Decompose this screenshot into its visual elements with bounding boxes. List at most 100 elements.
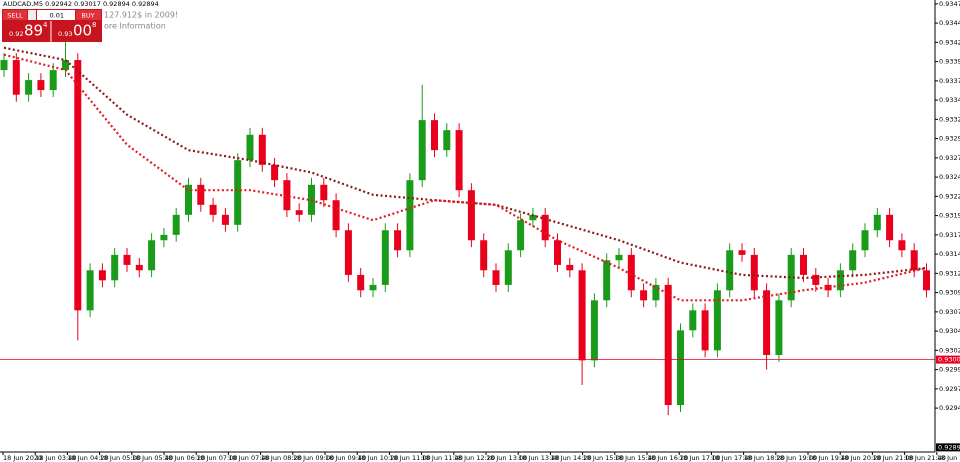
candle-body <box>504 250 512 285</box>
candle-body <box>160 234 168 241</box>
candle-body <box>320 184 328 201</box>
x-tick-label: 18 Jun 05:00 <box>100 454 141 462</box>
x-tick-label: 18 Jun 03:40 <box>35 454 76 462</box>
x-tick-label: 18 Jun 06:20 <box>164 454 205 462</box>
candle-body <box>738 250 746 255</box>
candle-body <box>431 120 438 151</box>
x-tick-label: 18 Jun 2020 <box>3 454 42 462</box>
x-tick-label: 18 Jun 17:40 <box>711 454 752 462</box>
x-tick-label: 18 Jun 15:00 <box>583 454 624 462</box>
candle-body <box>763 290 771 355</box>
candle-body <box>12 60 20 95</box>
plot-area <box>0 40 930 416</box>
candle-body <box>492 270 500 285</box>
candle-body <box>332 200 340 231</box>
candle-body <box>640 290 648 301</box>
sell-price-big: 0.92 <box>9 30 23 38</box>
candle-body <box>443 130 451 151</box>
candle-body <box>86 270 94 311</box>
y-tick-label: 0.93145 <box>939 250 960 258</box>
x-tick-label: 18 Jun 04:20 <box>67 454 108 462</box>
candle-body <box>627 254 635 291</box>
candle-body <box>172 214 180 235</box>
candle-body <box>517 220 525 251</box>
candle-body <box>849 250 857 271</box>
candle-body <box>861 230 869 251</box>
lot-spinner[interactable] <box>28 10 36 20</box>
candle-body <box>787 254 795 301</box>
y-tick-label: 0.93045 <box>939 327 960 335</box>
candle-body <box>381 230 389 285</box>
sell-price-sup: 4 <box>43 21 48 29</box>
candle-body <box>689 310 697 331</box>
candle-body <box>74 60 82 311</box>
candle-body <box>775 300 783 355</box>
candle-body <box>357 274 365 291</box>
buy-price-sup: 8 <box>92 21 96 29</box>
candle-body <box>873 214 881 231</box>
candle-body <box>418 120 426 181</box>
overlay-text: 127.912$ in 2009! <box>104 11 178 20</box>
candle-body <box>221 214 229 225</box>
x-tick-label: 18 Jun 07:40 <box>228 454 269 462</box>
candle-body <box>49 70 57 91</box>
buy-button[interactable] <box>76 10 101 20</box>
buy-price-main: 00 <box>73 22 92 40</box>
candle-body <box>615 254 623 261</box>
candle-body <box>480 240 488 271</box>
candle-body <box>0 60 8 71</box>
candle-body <box>529 214 537 221</box>
buy-label: BUY <box>81 12 94 20</box>
overlay-text: ore Information <box>104 22 166 31</box>
candle-body <box>750 254 758 291</box>
y-tick-label: 0.92995 <box>939 366 960 374</box>
x-tick-label: 18 Jun 21:00 <box>872 454 913 462</box>
moving-average <box>3 46 927 280</box>
candle-body <box>98 270 106 281</box>
x-tick-label: 18 Jun 11:40 <box>422 454 463 462</box>
candle-body <box>652 284 660 301</box>
candle-body <box>541 214 549 241</box>
candle-body <box>111 254 119 281</box>
x-tick-label: 18 Jun 07:00 <box>196 454 237 462</box>
y-tick-label: 0.93245 <box>939 173 960 181</box>
candle-body <box>566 264 574 271</box>
candle-body <box>886 214 894 241</box>
sell-price-main: 89 <box>24 22 43 40</box>
candle-body <box>554 240 561 265</box>
candle-body <box>394 230 402 251</box>
buy-price-big: 0.93 <box>58 30 72 38</box>
x-tick-label: 18 Jun 14:20 <box>550 454 591 462</box>
sell-label: SELL <box>7 12 23 20</box>
candle-body <box>910 250 918 271</box>
sell-button[interactable] <box>3 10 27 20</box>
lot-input[interactable] <box>37 10 75 20</box>
candle-body <box>271 164 279 181</box>
candle-body <box>812 274 820 285</box>
candle-body <box>701 310 709 351</box>
candle-body <box>713 290 721 351</box>
x-tick-label: 18 Jun 15:40 <box>615 454 656 462</box>
x-tick-label: 18 Jun 20:20 <box>840 454 881 462</box>
candle-body <box>344 230 352 275</box>
candle-body <box>123 254 131 265</box>
symbol-info: AUDCAD,M5 0.92942 0.93017 0.92894 0.9289… <box>3 0 159 8</box>
bid-label: 0.92894 <box>938 443 960 451</box>
x-tick-label: 18 Jun 19:40 <box>808 454 849 462</box>
y-tick-label: 0.93195 <box>939 212 960 220</box>
candle-body <box>197 184 205 205</box>
x-tick-label: 18 Jun 10:20 <box>357 454 398 462</box>
candle-body <box>726 250 734 291</box>
lot-value: 0.01 <box>50 12 64 20</box>
x-tick-label: 18 Jun 18:20 <box>744 454 785 462</box>
